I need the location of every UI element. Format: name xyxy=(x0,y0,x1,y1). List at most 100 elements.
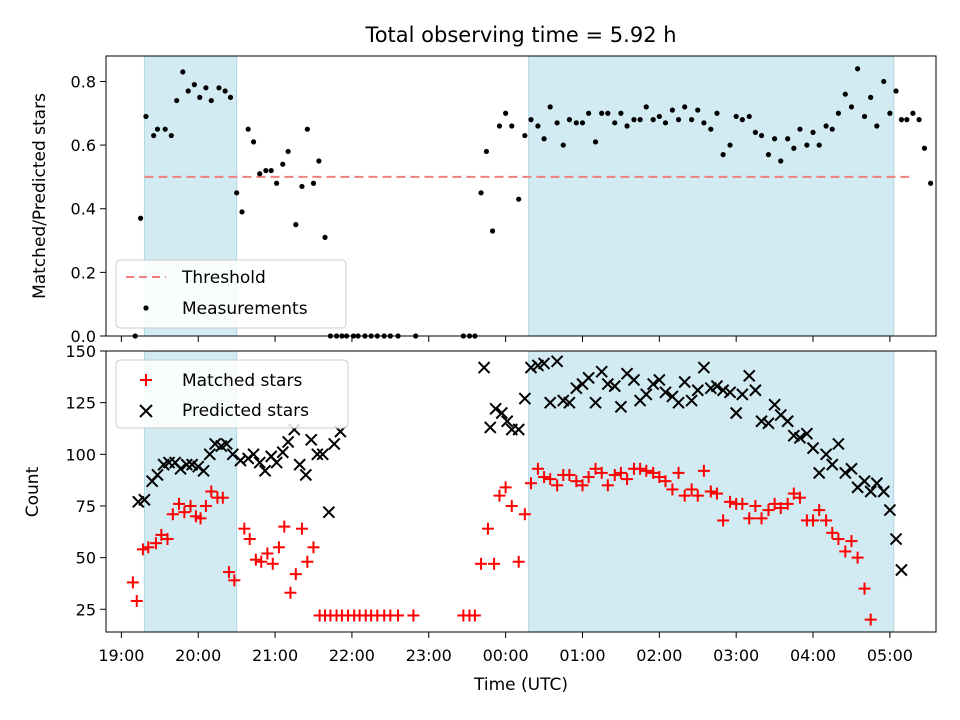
predicted-point xyxy=(582,371,595,385)
predicted-point xyxy=(247,448,260,461)
measurement-point xyxy=(592,139,599,145)
matched-point xyxy=(826,526,839,539)
predicted-point xyxy=(685,394,698,407)
measurement-point xyxy=(916,117,922,123)
measurement-point xyxy=(234,190,240,196)
predicted-point xyxy=(640,388,653,401)
predicted-point xyxy=(749,384,762,397)
measurement-point xyxy=(522,132,528,139)
measurement-point xyxy=(910,110,916,116)
predicted-point xyxy=(716,384,730,397)
y-tick-label: 0.2 xyxy=(71,263,96,282)
measurement-point xyxy=(675,117,682,123)
measurement-point xyxy=(203,85,209,91)
predicted-point xyxy=(180,458,193,471)
measurement-point xyxy=(478,190,484,196)
matched-point xyxy=(595,466,608,479)
predicted-point xyxy=(832,437,845,451)
predicted-point xyxy=(537,357,551,370)
top-panel: 0.00.20.40.60.8 Matched/Predicted stars … xyxy=(30,55,937,346)
measurement-point xyxy=(483,148,490,155)
measurement-point xyxy=(304,126,310,132)
legend-matched-swatch xyxy=(140,374,152,386)
matched-point xyxy=(717,514,730,527)
matched-point xyxy=(481,522,494,535)
predicted-point xyxy=(691,384,704,397)
predicted-point xyxy=(826,458,839,471)
measurement-point xyxy=(299,183,305,190)
x-tick-label: 00:00 xyxy=(483,646,529,665)
matched-point xyxy=(166,508,179,521)
measurement-point xyxy=(785,136,791,142)
matched-point xyxy=(691,489,704,502)
matched-point xyxy=(685,483,698,496)
predicted-point xyxy=(512,423,525,436)
predicted-point xyxy=(304,433,318,447)
top-y-axis-label: Matched/Predicted stars xyxy=(30,93,50,299)
predicted-point xyxy=(614,400,628,413)
predicted-point xyxy=(672,396,685,409)
measurement-point xyxy=(489,228,496,234)
matched-point xyxy=(238,522,251,535)
measurement-point xyxy=(541,136,547,142)
predicted-point xyxy=(270,456,283,469)
predicted-point xyxy=(589,396,602,409)
matched-point xyxy=(249,553,262,566)
predicted-point xyxy=(659,386,672,399)
matched-point xyxy=(858,582,871,595)
predicted-point xyxy=(281,435,295,449)
legend-threshold-label: Threshold xyxy=(181,268,266,288)
measurement-point xyxy=(618,110,624,116)
y-tick-label: 100 xyxy=(65,445,96,464)
predicted-point xyxy=(877,485,890,498)
matched-point xyxy=(173,497,186,510)
measurement-point xyxy=(835,110,841,116)
matched-point xyxy=(666,483,679,496)
x-tick-label: 04:00 xyxy=(790,646,836,665)
predicted-point xyxy=(328,437,341,451)
measurement-point xyxy=(162,126,168,132)
measurement-point xyxy=(599,110,605,116)
x-tick-label: 19:00 xyxy=(98,646,144,665)
measurement-point xyxy=(848,104,855,110)
measurement-point xyxy=(682,104,688,110)
y-tick-label: 0.4 xyxy=(71,200,96,219)
measurement-point xyxy=(669,107,675,113)
measurement-point xyxy=(280,161,286,167)
measurement-point xyxy=(637,117,643,123)
matched-point xyxy=(672,466,685,479)
predicted-point xyxy=(234,454,247,467)
matched-point xyxy=(640,464,653,477)
measurement-point xyxy=(222,88,228,94)
predicted-point xyxy=(839,466,852,480)
measurement-point xyxy=(143,113,149,120)
measurement-point xyxy=(695,107,701,113)
matched-point xyxy=(266,557,279,570)
x-tick-label: 05:00 xyxy=(867,646,913,665)
predicted-point xyxy=(736,388,749,401)
measurement-point xyxy=(605,110,611,116)
measurement-point xyxy=(174,97,180,104)
bottom-x-ticks: 19:00 20:00 21:00 22:00 23:00 00:00 01:00 02:00… xyxy=(98,632,913,665)
predicted-point xyxy=(858,474,871,488)
measurement-point xyxy=(316,158,322,164)
matched-point xyxy=(845,535,858,548)
measurement-point xyxy=(887,110,893,116)
matched-point xyxy=(301,555,314,568)
predicted-point xyxy=(311,448,324,461)
measurement-points xyxy=(132,66,934,339)
matched-point xyxy=(499,481,512,494)
predicted-point xyxy=(806,441,820,455)
predicted-point xyxy=(197,464,210,478)
predicted-point xyxy=(220,437,233,451)
matched-point xyxy=(255,555,268,568)
bottom-legend: Matched stars Predicted stars xyxy=(115,359,349,429)
measurement-point xyxy=(566,117,573,123)
matched-point xyxy=(178,506,191,519)
matched-point xyxy=(621,473,634,486)
measurement-point xyxy=(778,158,784,164)
matched-point xyxy=(820,514,833,527)
legend-predicted-label: Predicted stars xyxy=(182,401,309,421)
measurement-point xyxy=(554,120,560,126)
matched-point xyxy=(194,512,207,525)
